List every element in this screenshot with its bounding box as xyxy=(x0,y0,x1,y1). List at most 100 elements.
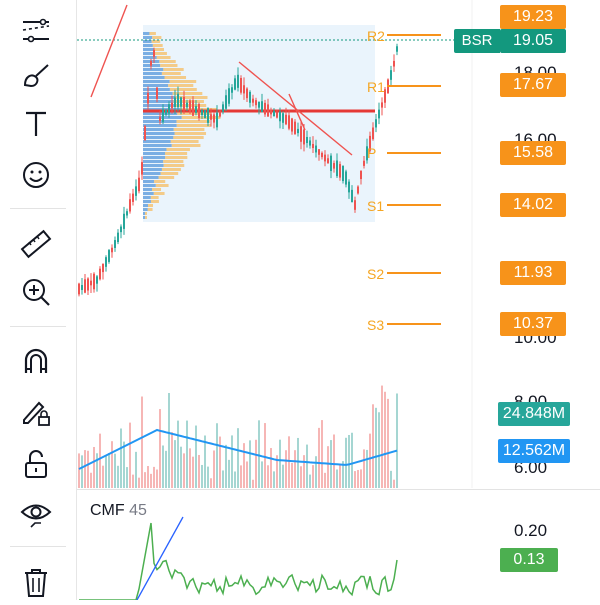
volume-bar xyxy=(177,420,179,488)
volume-profile-up-bar xyxy=(143,32,150,35)
candle-body xyxy=(198,104,200,118)
candle-body xyxy=(252,98,254,103)
candle-body xyxy=(177,93,179,108)
trend-line-red[interactable] xyxy=(90,4,128,98)
volume-bar xyxy=(105,455,107,488)
volume-bar xyxy=(123,441,125,488)
volume-profile-up-bar xyxy=(143,176,159,179)
volume-profile-down-bar xyxy=(173,128,205,131)
candle-body xyxy=(114,240,116,248)
pivot-line-r1[interactable] xyxy=(387,85,441,87)
volume-profile-up-bar xyxy=(143,140,171,143)
volume-profile-down-bar xyxy=(166,148,190,151)
zoom-in-tool-icon[interactable] xyxy=(14,270,58,314)
chart-area[interactable]: 18.00 16.00 10.00 8.00 6.00 0.20 R2 R1 P… xyxy=(77,0,600,601)
volume-bar xyxy=(315,456,317,488)
candle-body xyxy=(315,145,317,153)
pivot-line-r2[interactable] xyxy=(387,34,441,36)
pivot-label-s2: S2 xyxy=(367,266,385,282)
pivot-line-s2[interactable] xyxy=(387,272,441,274)
candle-body xyxy=(279,111,281,122)
pivot-line-s1[interactable] xyxy=(387,204,441,206)
volume-profile-down-bar xyxy=(174,132,207,135)
volume-profile-up-bar xyxy=(143,36,153,39)
candle-body xyxy=(243,85,245,94)
candle-body xyxy=(330,155,332,172)
volume-profile-down-bar xyxy=(181,116,221,119)
volume-bar xyxy=(153,466,155,488)
candle-body xyxy=(234,78,236,90)
volume-bar xyxy=(309,474,311,488)
volume-bar xyxy=(390,470,392,488)
unlock-tool-icon[interactable] xyxy=(14,442,58,486)
candle-body xyxy=(180,97,182,107)
volume-ma-value-tag: 12.562M xyxy=(498,439,570,463)
volume-bar xyxy=(141,396,143,488)
candle-body xyxy=(378,109,380,119)
volume-profile-down-bar xyxy=(160,64,178,67)
volume-bar xyxy=(261,461,263,488)
volume-profile-range-box[interactable] xyxy=(143,25,375,222)
trash-tool-icon[interactable] xyxy=(14,560,58,604)
candle-body xyxy=(195,106,197,113)
volume-bar xyxy=(171,432,173,488)
cmf-indicator-title[interactable]: CMF 45 xyxy=(90,502,147,520)
emoji-tool-icon[interactable] xyxy=(14,153,58,197)
pivot-line-p[interactable] xyxy=(387,152,441,154)
price-chart-canvas[interactable] xyxy=(77,0,600,601)
lock-drawing-tool-icon[interactable] xyxy=(14,390,58,434)
volume-profile-up-bar xyxy=(143,148,167,151)
volume-profile-up-bar xyxy=(143,144,172,147)
volume-profile-up-bar xyxy=(143,48,154,51)
volume-profile-down-bar xyxy=(170,140,199,143)
magnet-tool-icon[interactable] xyxy=(14,340,58,384)
volume-profile-down-bar xyxy=(156,56,171,59)
trend-line-red[interactable] xyxy=(288,93,306,131)
volume-bar xyxy=(372,404,374,488)
volume-profile-up-bar xyxy=(143,40,152,43)
volume-profile-up-bar xyxy=(143,180,155,183)
volume-profile-up-bar xyxy=(143,76,165,79)
candle-body xyxy=(366,146,368,161)
pivot-line-s3[interactable] xyxy=(387,323,441,325)
candle-body xyxy=(267,104,269,117)
volume-profile-down-bar xyxy=(165,156,188,159)
volume-profile-up-bar xyxy=(143,44,153,47)
candle-body xyxy=(102,263,104,273)
volume-bar xyxy=(186,420,188,488)
candle-body xyxy=(273,110,275,117)
trend-line-tool-icon[interactable] xyxy=(14,8,58,52)
candle-body xyxy=(228,88,230,104)
eye-visibility-tool-icon[interactable] xyxy=(14,492,58,536)
volume-bar xyxy=(246,461,248,488)
volume-profile-up-bar xyxy=(143,156,166,159)
volume-bar xyxy=(264,423,266,488)
price-tag-r1: 17.67 xyxy=(500,73,566,97)
text-tool-icon[interactable] xyxy=(14,102,58,146)
volume-bar xyxy=(90,472,92,488)
volume-profile-down-bar xyxy=(154,180,166,183)
brush-tool-icon[interactable] xyxy=(14,54,58,98)
candle-body xyxy=(111,247,113,253)
volume-bar xyxy=(393,479,395,488)
volume-bar xyxy=(189,448,191,488)
volume-profile-up-bar xyxy=(143,100,174,103)
volume-profile-up-bar xyxy=(143,168,162,171)
volume-bar xyxy=(159,409,161,488)
candle-body xyxy=(90,280,92,286)
volume-bar xyxy=(237,428,239,488)
volume-bar xyxy=(243,443,245,488)
ruler-tool-icon[interactable] xyxy=(14,222,58,266)
volume-profile-down-bar xyxy=(176,120,210,123)
candle-body xyxy=(282,113,284,123)
candle-body xyxy=(207,108,209,123)
volume-bar xyxy=(318,427,320,488)
pane-divider[interactable] xyxy=(77,489,600,490)
candle-body xyxy=(129,199,131,212)
volume-bar xyxy=(333,434,335,488)
volume-bar xyxy=(279,439,281,488)
cmf-trend-line[interactable] xyxy=(136,516,184,601)
volume-bar xyxy=(240,465,242,488)
candle-body xyxy=(204,110,206,118)
pivot-label-r1: R1 xyxy=(367,79,385,95)
